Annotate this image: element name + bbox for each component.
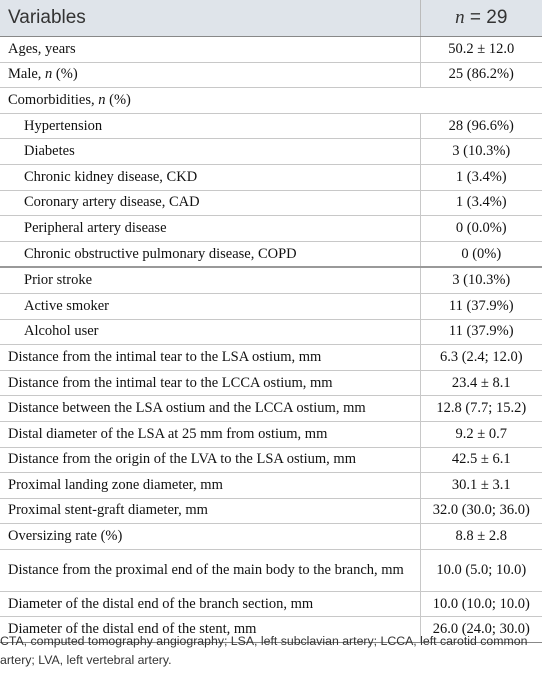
- row-label: Hypertension: [0, 113, 420, 140]
- row-value: 11 (37.9%): [419, 319, 542, 346]
- row-value: 1 (3.4%): [419, 190, 542, 217]
- header-variables: Variables: [0, 0, 420, 37]
- row-label-tail: (%): [105, 91, 131, 108]
- table-row: Coronary artery disease, CAD 1 (3.4%): [0, 190, 542, 217]
- row-value: 6.3 (2.4; 12.0): [419, 344, 542, 371]
- row-label: Chronic obstructive pulmonary disease, C…: [0, 241, 420, 269]
- row-label-text: Male,: [8, 66, 46, 83]
- row-value: 10.0 (10.0; 10.0): [419, 591, 542, 618]
- row-label: Active smoker: [0, 293, 420, 320]
- row-value: 30.1 ± 3.1: [419, 472, 542, 499]
- row-label: Alcohol user: [0, 319, 420, 346]
- table-row: Male, n (%) 25 (86.2%): [0, 62, 542, 89]
- table-row: Ages, years 50.2 ± 12.0: [0, 36, 542, 63]
- row-label: Diabetes: [0, 138, 420, 165]
- row-label-text: Comorbidities,: [8, 91, 99, 108]
- table-row: Hypertension 28 (96.6%): [0, 113, 542, 140]
- row-value: 25 (86.2%): [419, 62, 542, 89]
- row-label: Diameter of the distal end of the branch…: [0, 591, 420, 618]
- table-row: Proximal stent-graft diameter, mm 32.0 (…: [0, 498, 542, 525]
- row-label: Proximal stent-graft diameter, mm: [0, 498, 420, 525]
- row-value: 0 (0%): [419, 241, 542, 269]
- row-label: Oversizing rate (%): [0, 523, 420, 550]
- header-n-count: = 29: [464, 7, 508, 28]
- characteristics-table: Variables n = 29 Ages, years 50.2 ± 12.0…: [0, 0, 542, 644]
- row-label: Chronic kidney disease, CKD: [0, 164, 420, 191]
- row-value: 50.2 ± 12.0: [419, 36, 542, 63]
- row-label: Distal diameter of the LSA at 25 mm from…: [0, 421, 420, 448]
- header-n-italic: n: [455, 7, 465, 28]
- table-row: Prior stroke 3 (10.3%): [0, 267, 542, 294]
- row-label-tail: (%): [52, 66, 78, 83]
- table-row: Distance between the LSA ostium and the …: [0, 395, 542, 422]
- row-label: Peripheral artery disease: [0, 215, 420, 242]
- table-row: Active smoker 11 (37.9%): [0, 293, 542, 320]
- row-value: 28 (96.6%): [419, 113, 542, 140]
- row-value: 23.4 ± 8.1: [419, 370, 542, 397]
- row-label: Distance from the intimal tear to the LS…: [0, 344, 420, 371]
- table-row: Diabetes 3 (10.3%): [0, 138, 542, 165]
- row-value: 3 (10.3%): [419, 138, 542, 165]
- table-row: Chronic obstructive pulmonary disease, C…: [0, 241, 542, 269]
- table-row: Distance from the proximal end of the ma…: [0, 549, 542, 592]
- table-row: Diameter of the distal end of the stent,…: [0, 616, 542, 644]
- row-value: 26.0 (24.0; 30.0): [419, 616, 542, 644]
- row-value: 3 (10.3%): [419, 267, 542, 294]
- table-row: Distance from the origin of the LVA to t…: [0, 447, 542, 474]
- row-label-italic: n: [45, 66, 53, 83]
- table-row: Distance from the intimal tear to the LC…: [0, 370, 542, 397]
- row-label: Comorbidities, n (%): [0, 87, 542, 114]
- row-label: Proximal landing zone diameter, mm: [0, 472, 420, 499]
- row-label: Distance between the LSA ostium and the …: [0, 395, 420, 422]
- table-row: Chronic kidney disease, CKD 1 (3.4%): [0, 164, 542, 191]
- row-value: 0 (0.0%): [419, 215, 542, 242]
- row-value: 12.8 (7.7; 15.2): [419, 395, 542, 422]
- row-label-italic: n: [98, 91, 106, 108]
- header-n: n = 29: [419, 0, 542, 37]
- table-row: Peripheral artery disease 0 (0.0%): [0, 215, 542, 242]
- row-label: Diameter of the distal end of the stent,…: [0, 616, 420, 644]
- row-value: 1 (3.4%): [419, 164, 542, 191]
- table-footnote: CTA, computed tomography angiography; LS…: [0, 634, 528, 667]
- table-row-group-header: Comorbidities, n (%): [0, 87, 542, 114]
- row-label: Distance from the intimal tear to the LC…: [0, 370, 420, 397]
- row-label: Distance from the proximal end of the ma…: [0, 549, 420, 592]
- row-value: 10.0 (5.0; 10.0): [419, 549, 542, 592]
- table-header-row: Variables n = 29: [0, 0, 542, 37]
- table-row: Oversizing rate (%) 8.8 ± 2.8: [0, 523, 542, 550]
- row-value: 9.2 ± 0.7: [419, 421, 542, 448]
- table-row: Alcohol user 11 (37.9%): [0, 319, 542, 346]
- row-label: Prior stroke: [0, 267, 420, 294]
- table-row: Distance from the intimal tear to the LS…: [0, 344, 542, 371]
- row-label: Ages, years: [0, 36, 420, 63]
- row-value: 8.8 ± 2.8: [419, 523, 542, 550]
- table-row: Proximal landing zone diameter, mm 30.1 …: [0, 472, 542, 499]
- row-value: 42.5 ± 6.1: [419, 447, 542, 474]
- row-label: Coronary artery disease, CAD: [0, 190, 420, 217]
- row-value: 11 (37.9%): [419, 293, 542, 320]
- table-row: Distal diameter of the LSA at 25 mm from…: [0, 421, 542, 448]
- characteristics-table-wrapper: Variables n = 29 Ages, years 50.2 ± 12.0…: [0, 0, 542, 644]
- row-label: Male, n (%): [0, 62, 420, 89]
- row-value: 32.0 (30.0; 36.0): [419, 498, 542, 525]
- table-row: Diameter of the distal end of the branch…: [0, 591, 542, 618]
- row-label: Distance from the origin of the LVA to t…: [0, 447, 420, 474]
